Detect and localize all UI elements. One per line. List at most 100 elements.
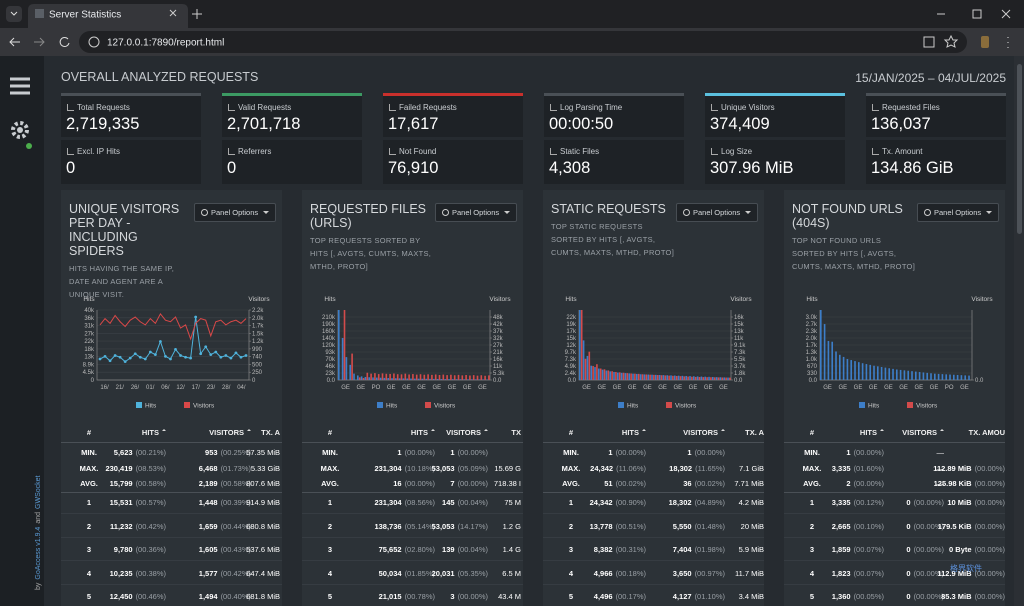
row-divider: [543, 583, 764, 585]
tab-menu[interactable]: [6, 6, 22, 22]
address-field[interactable]: [79, 31, 967, 53]
new-tab[interactable]: [192, 9, 202, 19]
scroll-thumb[interactable]: [1017, 64, 1022, 234]
cell: 807.6 MiB: [246, 479, 280, 488]
point: [98, 357, 102, 361]
y2-tick-label: 11k: [734, 336, 744, 342]
back[interactable]: [9, 37, 20, 47]
cell-percent: (00.07%): [853, 545, 884, 554]
row-label: AVG.: [321, 479, 339, 488]
cell-value: 4,496: [593, 592, 613, 601]
point: [103, 354, 107, 358]
bar: [434, 374, 437, 380]
translate[interactable]: [923, 36, 935, 48]
cell-percent: (05.09%): [457, 463, 488, 473]
bar: [368, 377, 371, 380]
bar: [398, 378, 401, 380]
settings[interactable]: [11, 121, 29, 139]
legend-label: Visitors: [675, 403, 697, 410]
bar: [934, 373, 936, 380]
cell-percent: (05.35%): [457, 568, 488, 578]
forward[interactable]: [34, 37, 45, 47]
scrollbar[interactable]: [1014, 56, 1024, 606]
row-divider: [784, 560, 1005, 561]
close-window[interactable]: [1001, 9, 1011, 19]
bookmark[interactable]: [943, 34, 959, 48]
bar: [343, 310, 346, 380]
cell-percent: (00.00%): [853, 479, 884, 488]
row-label: MIN.: [804, 448, 820, 457]
bar: [598, 368, 600, 380]
reload[interactable]: [59, 36, 70, 47]
column-header: TX. A: [745, 428, 764, 437]
x-tick-label: GE: [402, 385, 411, 391]
bar: [410, 378, 412, 380]
footer-joiner: and: [35, 511, 42, 524]
bar: [383, 377, 386, 380]
bar: [831, 341, 834, 380]
bar: [696, 376, 699, 380]
extension[interactable]: [981, 36, 989, 48]
cell-percent: (00.00%): [404, 448, 435, 457]
cell-percent: (08.53%): [135, 463, 166, 473]
cell-value: 85.3 MiB: [941, 592, 972, 601]
cell: 4,496 (00.17%): [594, 592, 646, 601]
cell-value: 179.5 KiB: [937, 521, 972, 531]
panel-options[interactable]: Panel Options: [917, 203, 999, 222]
metric-value: 2,701,718: [227, 115, 301, 133]
bar: [888, 368, 891, 380]
bar: [389, 373, 391, 380]
bar: [478, 379, 481, 380]
row-label: 5: [809, 592, 815, 601]
y-tick-label: 70k: [325, 357, 336, 363]
cell: 13,778 (00.51%): [590, 522, 646, 531]
tab[interactable]: [28, 4, 188, 28]
bar: [618, 372, 621, 380]
y-tick-label: 1.3k: [806, 350, 818, 356]
cell: 18,302 (04.89%): [669, 498, 725, 507]
metric-value: 0: [66, 159, 76, 177]
panel-options[interactable]: Panel Options: [435, 203, 517, 222]
cell-value: 21,015: [378, 592, 402, 601]
hamburger[interactable]: [10, 77, 30, 95]
cell-percent: (00.42%): [135, 521, 166, 531]
y-tick-label: 4.9k: [565, 364, 577, 370]
row-label: MAX.: [320, 463, 340, 473]
row-label: 5: [327, 592, 333, 601]
panel-options[interactable]: Panel Options: [676, 203, 758, 222]
x-tick-label: GE: [899, 385, 908, 391]
cell-percent: (00.07%): [853, 568, 884, 578]
x-tick-label: GE: [463, 385, 472, 391]
cell-value: 0 Byte: [949, 545, 972, 554]
bar: [658, 374, 661, 380]
cell-value: 15,799: [109, 479, 133, 488]
bar: [387, 378, 390, 380]
maximize[interactable]: [972, 9, 982, 19]
date-range: 15/JAN/2025 – 04/JUL/2025: [855, 71, 1006, 85]
bar: [601, 369, 604, 380]
bar: [584, 358, 587, 380]
y-tick-label: 15k: [566, 336, 577, 342]
y2-axis-label: Visitors: [248, 296, 270, 303]
point: [113, 354, 117, 357]
cell: 139 (00.04%): [442, 545, 488, 554]
tab-title: Server Statistics: [49, 10, 121, 21]
panel-options[interactable]: Panel Options: [194, 203, 276, 222]
cell: 953 (00.25%): [205, 448, 251, 457]
tab-close[interactable]: [169, 9, 177, 17]
bar: [664, 375, 667, 380]
bar: [634, 373, 636, 380]
cell-value: 8,382: [593, 545, 613, 554]
cell-percent: (00.25%): [220, 448, 251, 457]
site-info[interactable]: [88, 36, 100, 48]
cell: 7.71 MiB: [734, 479, 764, 488]
metric-label: Log Size: [710, 147, 753, 156]
cell-percent: (00.17%): [615, 592, 646, 601]
cell-percent: (00.58%): [135, 479, 166, 488]
cell-value: 1: [608, 448, 613, 457]
bar: [956, 374, 959, 380]
cell: 3,335 (01.60%): [832, 464, 884, 473]
bar: [620, 372, 623, 380]
